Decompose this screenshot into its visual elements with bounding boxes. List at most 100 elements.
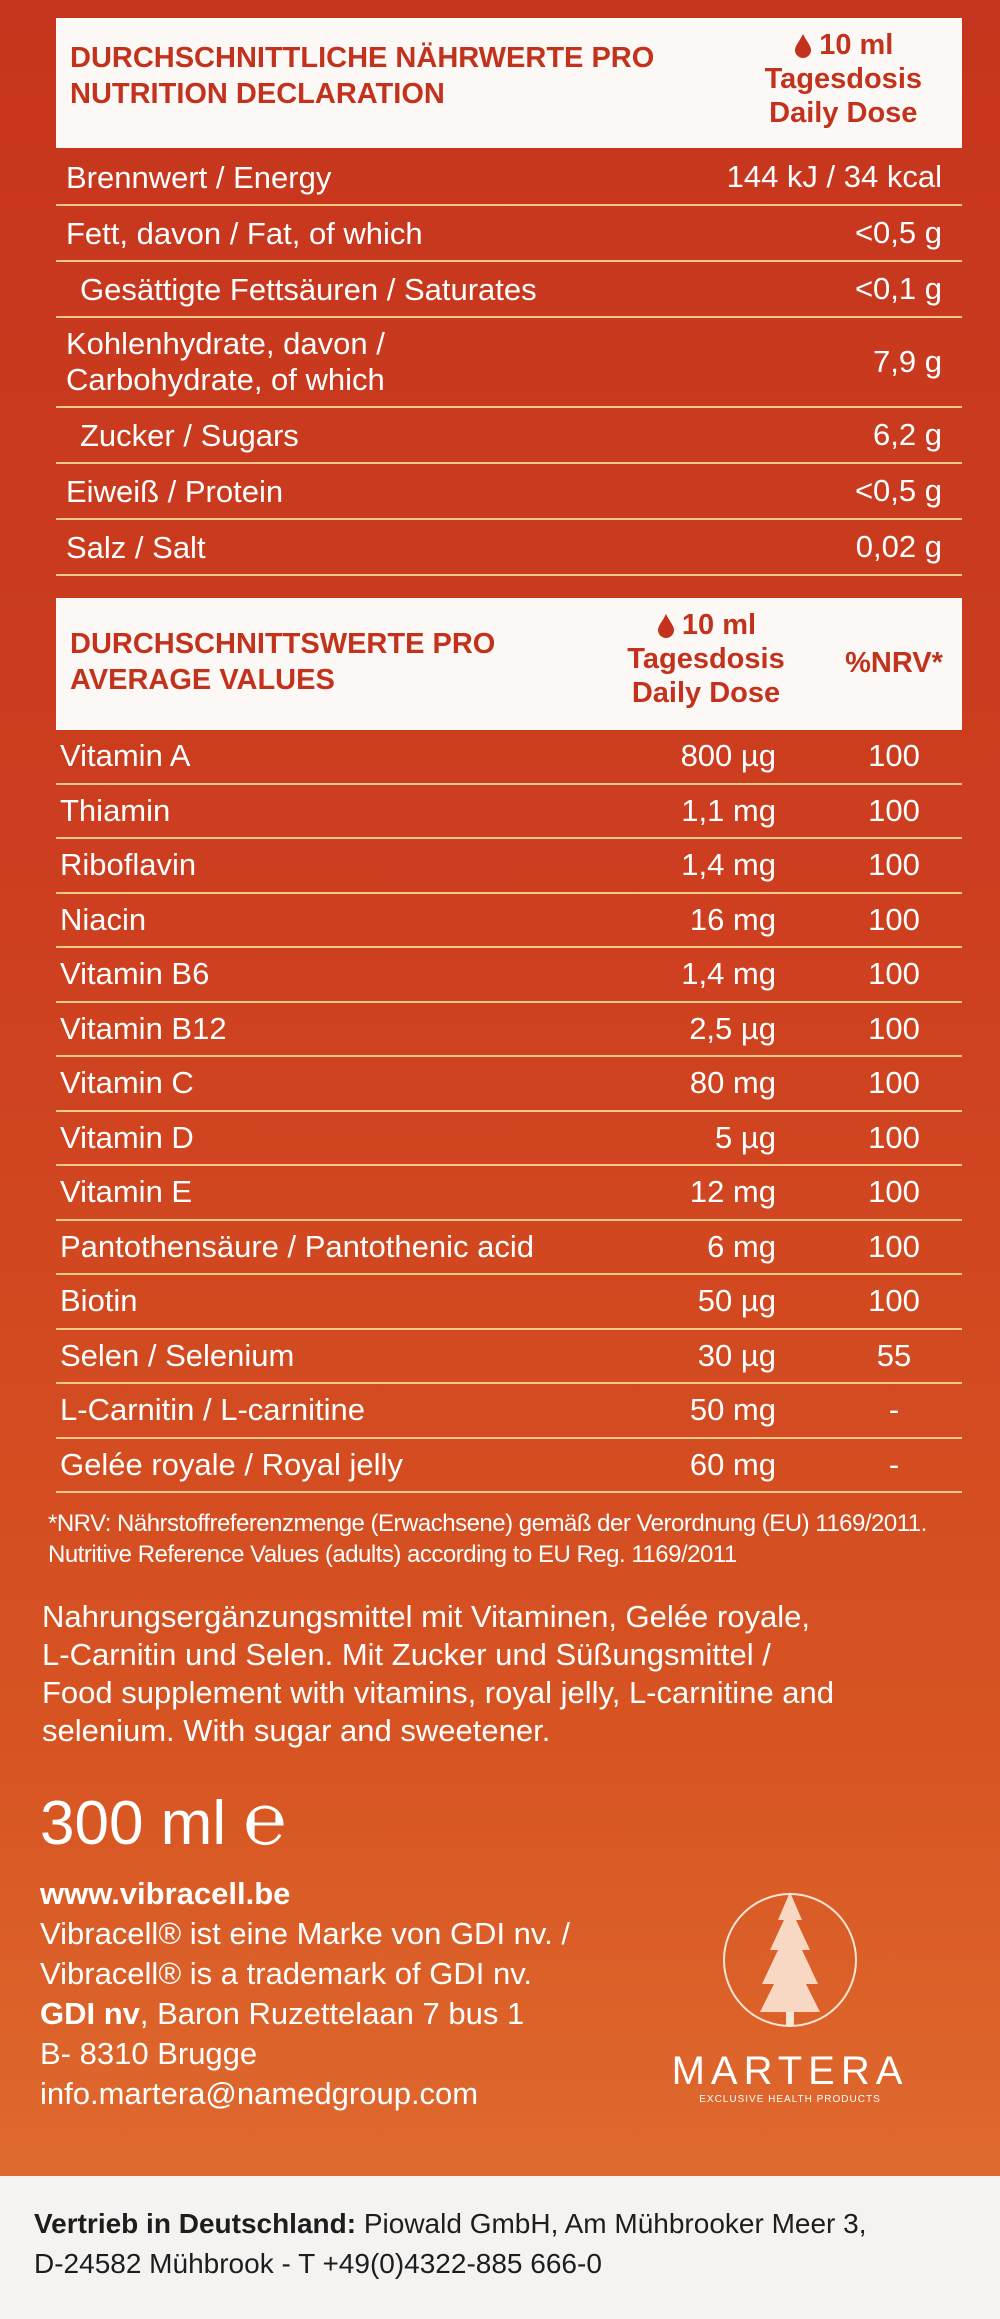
row-label: Riboflavin xyxy=(60,847,197,883)
row-label: L-Carnitin / L-carnitine xyxy=(60,1392,365,1428)
vitamin-row: Biotin 50 µg 100 xyxy=(56,1275,962,1330)
row-dose: 80 mg xyxy=(690,1057,776,1110)
row-label: Eiweiß / Protein xyxy=(66,474,284,509)
header-title: DURCHSCHNITTSWERTE PRO xyxy=(70,628,496,660)
header-title: NUTRITION DECLARATION xyxy=(70,78,445,110)
row-nrv: 100 xyxy=(834,785,954,838)
vitamin-row: Vitamin B6 1,4 mg 100 xyxy=(56,948,962,1003)
nutrition-row: Zucker / Sugars 6,2 g xyxy=(56,408,962,464)
row-label: Pantothensäure / Pantothenic acid xyxy=(60,1228,534,1264)
row-label: Brennwert / Energy xyxy=(66,160,332,195)
row-label: Vitamin B6 xyxy=(60,956,210,992)
row-label: Gelée royale / Royal jelly xyxy=(60,1446,403,1482)
row-label: Vitamin C xyxy=(60,1065,194,1101)
row-nrv: 100 xyxy=(834,948,954,1001)
distribution-line: Piowald GmbH, Am Mühbrooker Meer 3, xyxy=(356,2208,867,2239)
row-label: Selen / Selenium xyxy=(60,1337,295,1373)
nutrition-row: Gesättigte Fettsäuren / Saturates <0,1 g xyxy=(56,262,962,318)
distribution-strip: Vertrieb in Deutschland: Piowald GmbH, A… xyxy=(0,2176,1000,2319)
header-title: DURCHSCHNITTLICHE NÄHRWERTE PRO xyxy=(70,42,655,74)
row-nrv: 100 xyxy=(834,1166,954,1219)
row-nrv: - xyxy=(834,1384,954,1437)
nutrition-row: Brennwert / Energy 144 kJ / 34 kcal xyxy=(56,150,962,206)
row-dose: 50 mg xyxy=(690,1384,776,1437)
row-nrv: 55 xyxy=(834,1330,954,1383)
nrv-text: 100 xyxy=(868,1174,920,1210)
distribution-label: Vertrieb in Deutschland: xyxy=(34,2208,357,2239)
value-text: 7,9 g xyxy=(873,344,942,379)
row-label: Vitamin B12 xyxy=(60,1010,227,1046)
vitamins-table: Vitamin A 800 µg 100 Thiamin 1,1 mg 100 Ribofl… xyxy=(56,730,962,1493)
trademark: Vibracell® ist eine Marke von GDI nv. / xyxy=(40,1916,570,1951)
row-label: Vitamin D xyxy=(60,1119,194,1155)
vitamin-row: Vitamin A 800 µg 100 xyxy=(56,730,962,785)
row-nrv: 100 xyxy=(834,894,954,947)
email: info.martera@namedgroup.com xyxy=(40,2076,479,2111)
dose-text: 60 mg xyxy=(689,1446,776,1482)
nrv-text: 100 xyxy=(868,847,920,883)
row-dose: 30 µg xyxy=(698,1330,776,1383)
row-dose: 6 mg xyxy=(707,1221,776,1274)
contact: www.vibracell.be Vibracell® ist eine Mar… xyxy=(40,1874,570,2114)
value-text: 0,02 g xyxy=(855,529,942,564)
dose-text: 50 mg xyxy=(689,1392,776,1428)
row-dose: 1,4 mg xyxy=(681,948,776,1001)
dose-label: 10 ml xyxy=(819,29,894,61)
e-mark: ℮ xyxy=(243,1780,287,1860)
nrv-text: 100 xyxy=(868,901,920,937)
vitamin-row: L-Carnitin / L-carnitine 50 mg - xyxy=(56,1384,962,1439)
vitamin-row: Thiamin 1,1 mg 100 xyxy=(56,785,962,839)
nutrition-header: DURCHSCHNITTLICHE NÄHRWERTE PRO NUTRITIO… xyxy=(56,18,962,148)
address: B- 8310 Brugge xyxy=(40,2036,258,2071)
description-line: selenium. With sugar and sweetener. xyxy=(42,1713,551,1748)
drop-icon xyxy=(657,614,674,639)
row-dose: 5 µg xyxy=(715,1112,776,1165)
company: GDI nv xyxy=(40,1996,140,2031)
nutrition-row: Fett, davon / Fat, of which <0,5 g xyxy=(56,206,962,262)
row-value: 6,2 g xyxy=(873,408,942,462)
logo-name: MARTERA xyxy=(671,2049,909,2093)
row-dose: 16 mg xyxy=(690,894,776,947)
row-dose: 1,1 mg xyxy=(681,785,776,838)
dose-text: 30 µg xyxy=(697,1337,776,1373)
nutrition-row: Kohlenhydrate, davon / Carbohydrate, of w… xyxy=(56,318,962,408)
value-text: <0,5 g xyxy=(854,215,942,250)
drop-icon xyxy=(795,34,812,59)
row-value: 7,9 g xyxy=(873,318,942,406)
row-label: Vitamin A xyxy=(60,738,191,774)
dose-text: 1,4 mg xyxy=(681,847,776,883)
dose-label: Daily Dose xyxy=(631,677,781,709)
footnote-line: *NRV: Nährstoffreferenzmenge (Erwachsene… xyxy=(48,1510,927,1537)
dose-label: Daily Dose xyxy=(769,97,918,129)
logo-emblem xyxy=(723,1892,857,2027)
nutrition-table: Brennwert / Energy 144 kJ / 34 kcal Fett, … xyxy=(56,150,962,576)
dose-label: Tagesdosis xyxy=(764,63,922,95)
dose-text: 5 µg xyxy=(715,1119,776,1155)
row-nrv: 100 xyxy=(834,1221,954,1274)
dose-text: 16 mg xyxy=(689,901,776,937)
nrv-text: 100 xyxy=(868,1228,920,1264)
row-label: Kohlenhydrate, davon / xyxy=(66,326,385,361)
footnote: *NRV: Nährstoffreferenzmenge (Erwachsene… xyxy=(48,1508,927,1570)
description-line: L-Carnitin und Selen. Mit Zucker und Süß… xyxy=(42,1637,771,1672)
vitamin-row: Gelée royale / Royal jelly 60 mg - xyxy=(56,1439,962,1493)
value-text: <0,1 g xyxy=(854,271,942,306)
vitamin-row: Vitamin D 5 µg 100 xyxy=(56,1112,962,1166)
row-dose: 60 mg xyxy=(690,1439,776,1492)
nutrition-row: Eiweiß / Protein <0,5 g xyxy=(56,464,962,520)
row-value: 144 kJ / 34 kcal xyxy=(727,150,942,204)
row-label: Fett, davon / Fat, of which xyxy=(66,216,423,251)
dose-text: 50 µg xyxy=(697,1283,776,1319)
vitamin-row: Vitamin B12 2,5 µg 100 xyxy=(56,1003,962,1057)
logo-tagline: EXCLUSIVE HEALTH PRODUCTS xyxy=(699,2094,881,2105)
nrv-text: 100 xyxy=(868,1283,920,1319)
dose-label: Tagesdosis xyxy=(627,643,785,675)
nrv-text: 100 xyxy=(868,1010,920,1046)
dose-text: 1,4 mg xyxy=(681,956,776,992)
nrv-text: 100 xyxy=(868,1119,920,1155)
row-label: Niacin xyxy=(60,901,147,937)
row-label: Vitamin E xyxy=(60,1174,193,1210)
dose-text: 1,1 mg xyxy=(681,792,776,828)
vitamin-row: Pantothensäure / Pantothenic acid 6 mg 100 xyxy=(56,1221,962,1275)
